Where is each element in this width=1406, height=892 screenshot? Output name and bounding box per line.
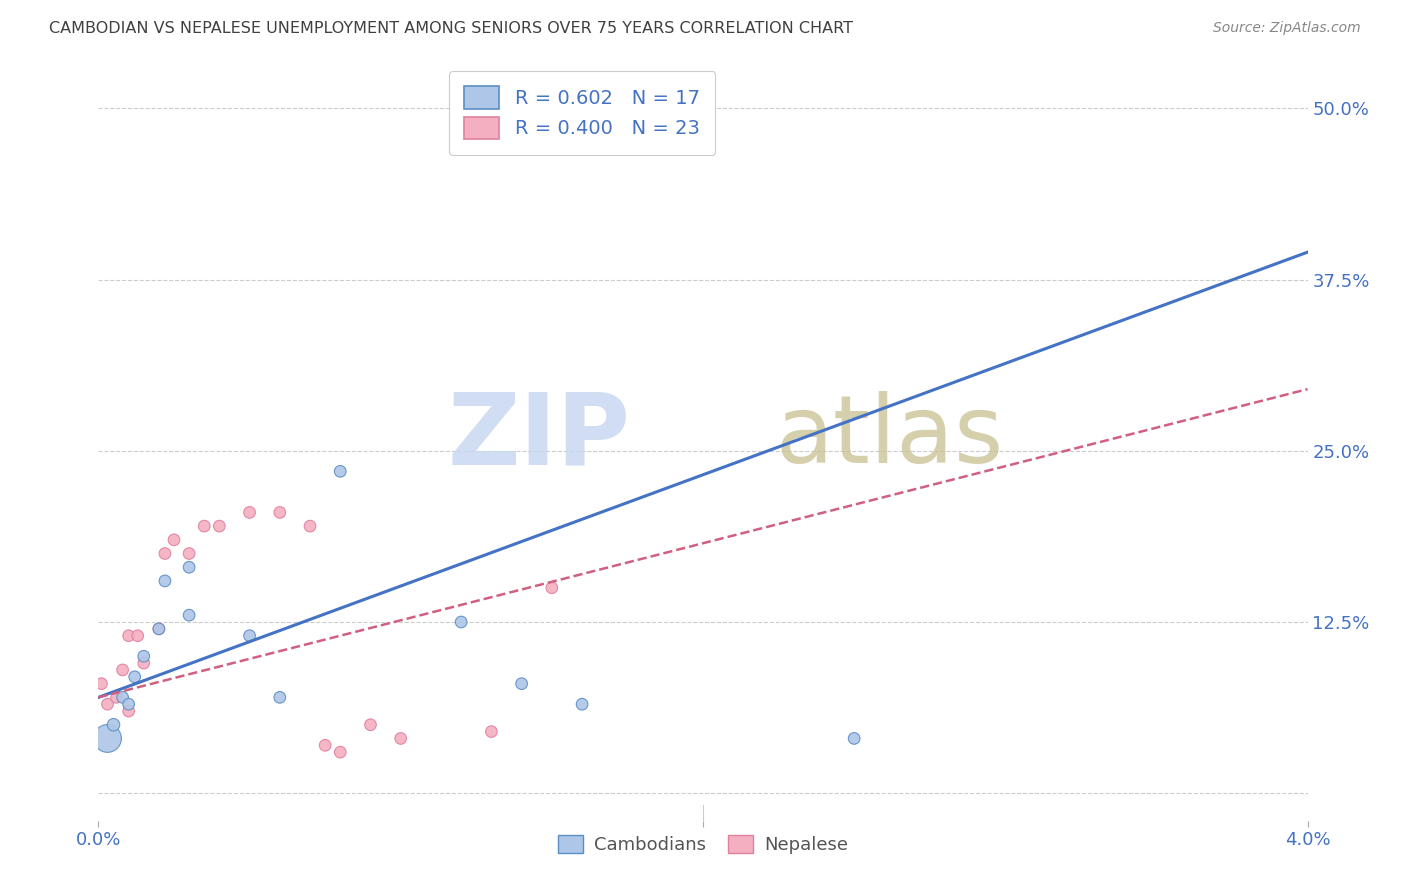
Point: [844, 731, 866, 746]
Point: [153, 547, 176, 561]
Point: [163, 533, 186, 547]
Point: [127, 629, 149, 643]
Point: [269, 505, 291, 519]
Point: [179, 608, 201, 623]
Point: [105, 690, 128, 705]
Point: [481, 724, 503, 739]
Point: [153, 574, 176, 588]
Point: [239, 629, 262, 643]
Point: [124, 670, 146, 684]
Point: [571, 697, 593, 711]
Point: [118, 704, 141, 718]
Point: [329, 745, 352, 759]
Point: [132, 656, 155, 670]
Point: [314, 739, 336, 753]
Text: ZIP: ZIP: [447, 389, 630, 485]
Point: [111, 690, 134, 705]
Point: [96, 697, 118, 711]
Point: [450, 615, 472, 629]
Point: [389, 731, 412, 746]
Point: [90, 676, 112, 690]
Legend: Cambodians, Nepalese: Cambodians, Nepalese: [551, 829, 855, 862]
Text: CAMBODIAN VS NEPALESE UNEMPLOYMENT AMONG SENIORS OVER 75 YEARS CORRELATION CHART: CAMBODIAN VS NEPALESE UNEMPLOYMENT AMONG…: [49, 21, 853, 36]
Point: [118, 629, 141, 643]
Point: [96, 731, 118, 746]
Point: [510, 676, 533, 690]
Point: [179, 560, 201, 574]
Point: [132, 649, 155, 664]
Point: [239, 505, 262, 519]
Text: Source: ZipAtlas.com: Source: ZipAtlas.com: [1213, 21, 1361, 35]
Point: [179, 547, 201, 561]
Point: [208, 519, 231, 533]
Point: [269, 690, 291, 705]
Point: [111, 663, 134, 677]
Point: [299, 519, 322, 533]
Point: [148, 622, 170, 636]
Text: atlas: atlas: [776, 391, 1004, 483]
Point: [329, 464, 352, 478]
Point: [148, 622, 170, 636]
Point: [360, 717, 382, 731]
Point: [118, 697, 141, 711]
Point: [193, 519, 215, 533]
Point: [103, 717, 125, 731]
Point: [540, 581, 562, 595]
